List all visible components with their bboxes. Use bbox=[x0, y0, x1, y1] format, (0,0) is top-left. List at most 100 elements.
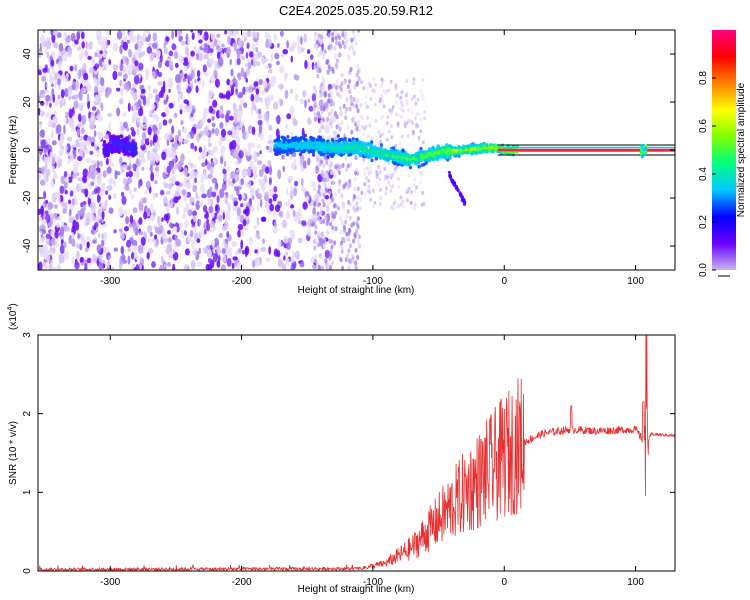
spectrogram-noise-cell bbox=[42, 30, 46, 33]
spectrogram-noise-cell bbox=[77, 123, 82, 128]
spectrogram-noise-cell bbox=[402, 204, 406, 209]
spectrogram-noise-cell bbox=[128, 188, 132, 195]
spectrogram-noise-cell bbox=[328, 184, 332, 190]
spectrogram-noise-cell bbox=[54, 79, 58, 89]
spectrogram-noise-cell bbox=[229, 80, 233, 86]
spectrogram-noise-cell bbox=[179, 109, 183, 115]
spectrogram-noise-cell bbox=[306, 195, 310, 201]
spectrogram-noise-cell bbox=[281, 219, 288, 229]
spectrogram-noise-cell bbox=[258, 124, 263, 134]
spectrogram-signal-cell bbox=[485, 144, 489, 148]
spectrogram-noise-cell bbox=[142, 115, 147, 124]
spectrogram-noise-cell bbox=[171, 43, 177, 51]
spectrogram-noise-cell bbox=[194, 79, 197, 84]
spectrogram-noise-cell bbox=[253, 164, 257, 175]
spectrogram-signal-cell bbox=[406, 160, 411, 164]
spectrogram-signal-cell bbox=[309, 135, 313, 140]
spectrogram-signal-cell bbox=[287, 139, 291, 144]
spectrogram-noise-cell bbox=[117, 71, 123, 77]
spectrogram-noise-cell bbox=[51, 33, 56, 43]
spectrogram-noise-cell bbox=[234, 78, 238, 89]
spectrogram-noise-cell bbox=[64, 118, 68, 126]
spectrogram-noise-cell bbox=[150, 171, 155, 182]
figure-title: C2E4.2025.035.20.59.R12 bbox=[279, 3, 433, 18]
spectrogram-signal-cell bbox=[294, 137, 298, 142]
spectrogram-noise-cell bbox=[91, 142, 95, 147]
spectrogram-noise-cell bbox=[322, 243, 326, 249]
spectrogram-noise-cell bbox=[316, 73, 320, 79]
spectrogram-noise-cell bbox=[94, 51, 98, 58]
spectrogram-noise-cell bbox=[203, 53, 209, 60]
spectrogram-noise-cell bbox=[157, 215, 161, 225]
y-tick-label: 20 bbox=[22, 96, 33, 108]
spectrogram-noise-cell bbox=[419, 171, 423, 176]
spectrogram-noise-cell bbox=[182, 77, 186, 82]
spectrogram-noise-cell bbox=[405, 101, 409, 106]
spectrogram-noise-cell bbox=[51, 266, 57, 270]
spectrogram-noise-cell bbox=[296, 34, 302, 45]
spectrogram-noise-cell bbox=[351, 47, 355, 53]
spectrogram-noise-cell bbox=[376, 172, 379, 177]
spectrogram-noise-cell bbox=[99, 160, 103, 167]
spectrogram-noise-cell bbox=[237, 248, 243, 254]
spectrogram-noise-cell bbox=[413, 94, 416, 99]
spectrogram-noise-cell bbox=[356, 216, 360, 222]
spectrogram-noise-cell bbox=[289, 105, 295, 116]
spectrogram-noise-cell bbox=[351, 258, 355, 264]
spectrogram-noise-cell bbox=[349, 162, 353, 168]
spectrogram-signal-cell bbox=[417, 164, 421, 169]
spectrogram-noise-cell bbox=[307, 98, 310, 104]
spectrogram-noise-cell bbox=[119, 98, 123, 105]
spectrogram-noise-cell bbox=[97, 131, 101, 137]
spectrogram-noise-cell bbox=[221, 254, 227, 263]
spectrogram-noise-cell bbox=[89, 67, 95, 74]
spectrogram-noise-cell bbox=[390, 109, 393, 114]
spectrogram-noise-cell bbox=[344, 156, 348, 161]
spectrogram-noise-cell bbox=[316, 216, 320, 221]
spectrogram-noise-cell bbox=[190, 130, 195, 140]
spectrogram-noise-cell bbox=[363, 167, 366, 172]
spectrogram-noise-cell bbox=[265, 166, 270, 175]
spectrogram-noise-cell bbox=[93, 130, 97, 138]
spectrogram-noise-cell bbox=[152, 88, 158, 94]
spectrogram-noise-cell bbox=[40, 92, 46, 99]
spectrogram-noise-cell bbox=[165, 36, 170, 42]
spectrogram-noise-cell bbox=[223, 171, 227, 182]
spectrogram-noise-cell bbox=[369, 170, 373, 175]
spectrogram-noise-cell bbox=[163, 100, 168, 105]
spectrogram-signal-cell bbox=[360, 142, 364, 147]
spectrogram-noise-cell bbox=[412, 206, 416, 211]
spectrogram-noise-cell bbox=[367, 171, 371, 176]
spectrogram-noise-cell bbox=[236, 125, 240, 130]
spectrogram-noise-cell bbox=[268, 188, 274, 197]
spectrogram-noise-cell bbox=[60, 221, 65, 227]
spectrogram-noise-cell bbox=[147, 248, 154, 254]
spectrogram-noise-cell bbox=[324, 249, 330, 259]
spectrogram-noise-cell bbox=[318, 89, 322, 95]
spectrogram-signal-cell bbox=[332, 152, 336, 156]
spectrogram-noise-cell bbox=[53, 171, 58, 181]
spectrogram-noise-cell bbox=[211, 177, 218, 184]
spectrogram-noise-cell bbox=[90, 165, 94, 173]
spectrogram-noise-cell bbox=[413, 177, 417, 182]
spectrogram-noise-cell bbox=[342, 183, 346, 189]
spectrogram-noise-cell bbox=[354, 264, 358, 270]
spectrogram-noise-cell bbox=[369, 96, 373, 101]
spectrogram-noise-cell bbox=[345, 213, 349, 219]
y-tick-label: 1 bbox=[22, 489, 33, 495]
spectrogram-noise-cell bbox=[353, 207, 357, 213]
spectrogram-noise-cell bbox=[348, 201, 352, 207]
spectrogram-signal-cell bbox=[110, 139, 114, 144]
spectrogram-signal-cell bbox=[315, 141, 320, 146]
spectrogram-noise-cell bbox=[182, 213, 187, 220]
spectrogram-noise-cell bbox=[76, 250, 80, 260]
spectrogram-signal-cell bbox=[374, 156, 378, 161]
spectrogram-signal-cell bbox=[457, 144, 461, 149]
spectrogram-noise-cell bbox=[219, 188, 225, 199]
spectrogram-noise-cell bbox=[38, 135, 41, 141]
spectrogram-noise-cell bbox=[363, 182, 366, 187]
spectrogram-signal-cell bbox=[371, 150, 375, 154]
spectrogram-noise-cell bbox=[56, 124, 62, 134]
spectrogram-noise-cell bbox=[314, 224, 318, 230]
spectrogram-noise-cell bbox=[327, 92, 331, 98]
